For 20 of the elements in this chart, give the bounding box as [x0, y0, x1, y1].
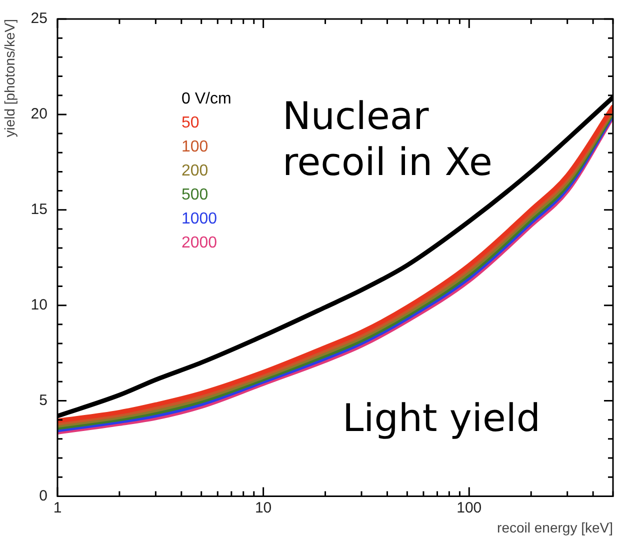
text: 100 [181, 138, 208, 156]
text: 500 [181, 186, 208, 204]
text: 0 V/cm [181, 90, 232, 108]
text: 2000 [181, 234, 218, 252]
y-tick-label: 20 [30, 106, 48, 123]
text: 200 [181, 162, 208, 180]
y-tick-label: 0 [39, 487, 48, 504]
y-tick-label: 10 [30, 296, 48, 314]
x-axis-title: recoil energy [keV] [497, 519, 613, 536]
y-tick-label: 15 [30, 201, 48, 218]
annotation: Nuclear recoil in Xe [282, 94, 492, 184]
y-tick-label: 5 [39, 392, 48, 409]
y-tick-label: 25 [30, 10, 48, 28]
x-tick-label: 100 [456, 499, 482, 516]
text: 50 [181, 114, 200, 132]
y-axis-title: yield [photons/keV] [1, 19, 18, 138]
annotation: Light yield [342, 396, 540, 440]
x-tick-label: 10 [254, 499, 272, 516]
text: 1000 [181, 210, 218, 228]
x-tick-label: 1 [53, 499, 62, 516]
